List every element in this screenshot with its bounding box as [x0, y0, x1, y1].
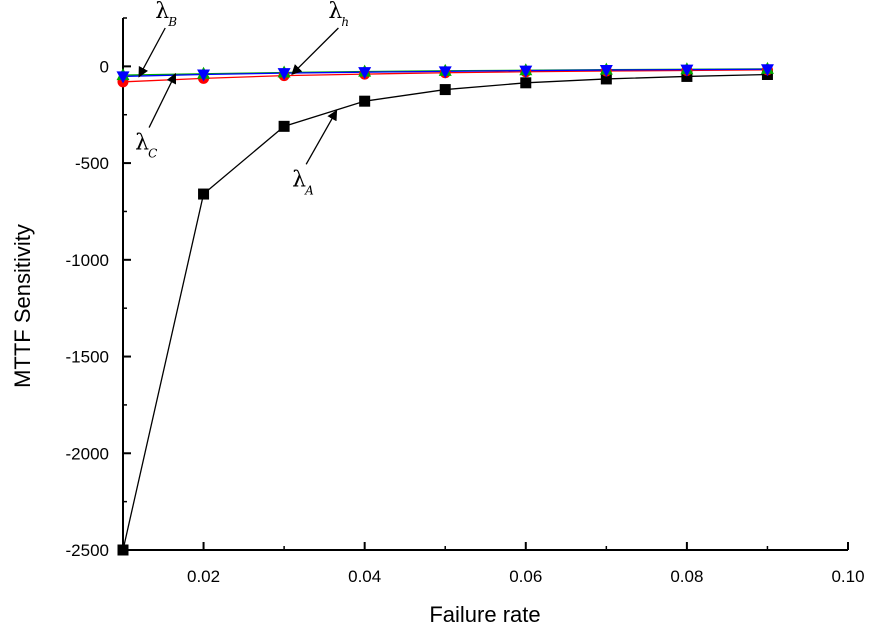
x-tick-label: 0.02 — [187, 567, 220, 586]
data-point — [116, 71, 130, 84]
annotation-arrow — [291, 27, 339, 76]
y-tick-label: -2000 — [66, 444, 109, 463]
data-point — [439, 84, 451, 96]
y-tick-label: -1500 — [66, 348, 109, 367]
lambda-subscript: A — [304, 183, 314, 197]
data-point — [600, 73, 612, 85]
y-tick-label: -500 — [75, 154, 109, 173]
annotation-arrow — [148, 72, 177, 128]
annotation-arrow — [138, 27, 166, 78]
y-tick-label: -2500 — [66, 541, 109, 560]
lambda-subscript: B — [167, 15, 177, 29]
lambda-subscript: C — [148, 147, 157, 161]
data-point — [599, 65, 613, 78]
x-axis-title: Failure rate — [429, 602, 540, 627]
lambda-symbol: λ — [292, 167, 306, 192]
data-point — [358, 67, 372, 80]
y-tick-label: -1000 — [66, 251, 109, 270]
data-point — [198, 188, 210, 200]
data-point — [359, 95, 371, 107]
y-axis-title: MTTF Sensitivity — [10, 224, 35, 388]
x-tick-label: 0.08 — [670, 567, 703, 586]
data-point — [197, 69, 211, 82]
data-point — [519, 65, 533, 78]
series-line — [122, 73, 768, 551]
lambda-symbol: λ — [155, 0, 169, 24]
annotation-arrow — [305, 109, 338, 165]
x-tick-label: 0.04 — [348, 567, 381, 586]
data-point — [680, 64, 694, 77]
axes: 0 -500 -1000 -1500 -2000 -2500 0.02 0.04 0.06 0.0… — [66, 17, 865, 586]
x-tick-label: 0.06 — [509, 567, 542, 586]
y-tick-label: 0 — [100, 57, 109, 76]
x-tick-label: 0.10 — [831, 567, 864, 586]
data-point — [760, 64, 774, 77]
data-point — [117, 544, 129, 556]
lambda-symbol: λ — [135, 131, 149, 156]
series-layer — [116, 61, 774, 556]
lambda-subscript: h — [341, 15, 349, 29]
lambda-symbol: λ — [328, 0, 342, 24]
data-point — [277, 68, 291, 81]
data-point — [520, 77, 532, 89]
data-point — [438, 66, 452, 79]
data-point — [278, 120, 290, 132]
